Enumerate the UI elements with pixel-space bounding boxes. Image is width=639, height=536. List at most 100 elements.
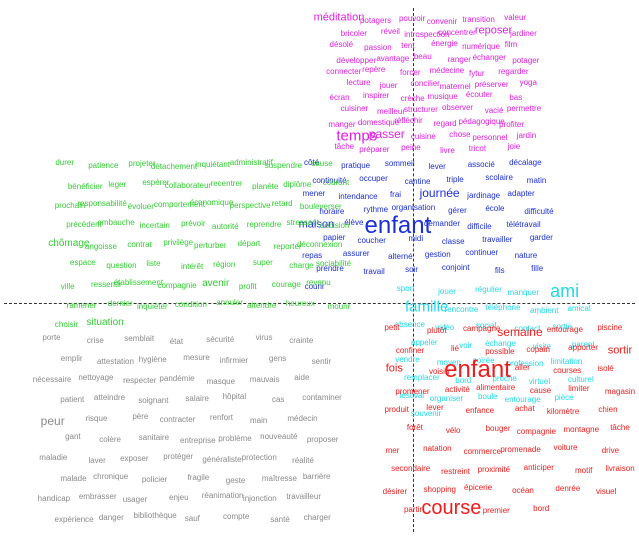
word-blue-48: courir [304, 281, 325, 291]
word-cyan-16: voir [459, 340, 473, 350]
word-gray-61: injonction [242, 494, 277, 504]
word-magenta-59: jardin [516, 130, 537, 140]
word-green-28: autorité [212, 222, 239, 231]
word-green-1: patience [88, 161, 119, 170]
word-gray-57: embrasser [78, 492, 117, 502]
word-magenta-45: observer [441, 103, 474, 113]
word-green-11: collaborateur [164, 181, 212, 190]
word-red-7: lié [450, 344, 459, 353]
word-red-25: lever [426, 403, 444, 412]
word-gray-1: crise [86, 335, 104, 345]
word-blue-45: conjoint [441, 262, 470, 272]
word-cyan-34: pièce [554, 393, 574, 403]
word-cyan-24: limitation [550, 357, 583, 367]
word-gray-64: danger [98, 513, 124, 523]
word-gray-35: gant [65, 431, 81, 441]
word-gray-53: geste [225, 475, 246, 485]
word-blue-19: rythme [363, 205, 389, 215]
word-magenta-2: pouvoir [398, 14, 426, 24]
word-magenta-63: livre [440, 145, 455, 155]
word-red-52: denrée [555, 484, 581, 493]
word-green-64: choisir [54, 320, 79, 329]
word-gray-36: colère [99, 434, 121, 444]
word-red-11: sortir [607, 344, 633, 357]
word-red-46: motif [575, 466, 593, 475]
word-green-3: détachement [150, 162, 198, 171]
word-red-37: natation [423, 444, 452, 453]
word-red-19: activité [444, 385, 470, 394]
word-magenta-15: énergie [431, 39, 458, 49]
word-magenta-31: jouer [379, 80, 398, 90]
word-cyan-14: sortie [552, 321, 573, 331]
word-magenta-61: préparer [359, 144, 390, 154]
word-green-26: incertain [139, 221, 170, 230]
word-red-15: aller [514, 363, 530, 372]
word-blue-39: gestion [424, 249, 451, 259]
word-green-18: évoluer [127, 202, 154, 211]
word-red-4: entourage [546, 325, 583, 334]
word-blue-31: coucher [357, 235, 386, 245]
word-magenta-8: introspection [404, 30, 450, 40]
word-blue-35: garder [529, 232, 553, 242]
word-blue-25: élève [344, 218, 364, 227]
word-green-36: perturber [194, 241, 227, 250]
word-cyan-21: moyen [436, 358, 461, 368]
word-green-57: dernier [107, 299, 133, 308]
word-red-20: alimentaire [476, 383, 516, 392]
word-cyan-35: souvenir [410, 409, 442, 419]
word-red-2: campagne [462, 324, 501, 333]
word-gray-55: barrière [302, 471, 331, 481]
word-green-12: recentrer [210, 179, 243, 188]
word-blue-11: matin [526, 176, 547, 186]
word-blue-8: cantine [404, 177, 431, 187]
word-cyan-20: vendre [395, 355, 420, 365]
word-magenta-37: inspirer [363, 91, 390, 101]
word-gray-6: crainte [289, 335, 314, 345]
word-red-44: proximité [477, 465, 511, 474]
word-magenta-23: potager [512, 55, 540, 65]
word-green-19: comportement [153, 200, 206, 209]
word-blue-28: difficile [467, 222, 492, 231]
word-green-49: ressentir [90, 280, 122, 289]
word-gray-18: masque [206, 376, 236, 386]
word-gray-44: exposer [120, 453, 149, 463]
word-gray-68: santé [270, 515, 290, 525]
word-green-7: cause [311, 159, 333, 168]
word-cyan-12: social [475, 320, 497, 330]
word-green-22: retard [271, 199, 293, 208]
word-green-2: projeter [128, 159, 156, 168]
word-red-21: cause [529, 386, 552, 395]
word-green-31: décision [320, 221, 350, 230]
word-blue-26: enfant [364, 212, 432, 239]
word-magenta-9: concentrer [438, 28, 476, 38]
word-magenta-49: domestique [357, 117, 400, 127]
word-cyan-3: manquer [507, 287, 540, 297]
word-green-65: situation [86, 317, 124, 328]
word-red-31: vélo [445, 426, 461, 435]
word-blue-14: frai [389, 190, 402, 200]
word-magenta-43: meilleur [376, 107, 405, 117]
word-green-29: reprendre [246, 220, 282, 229]
word-cyan-32: boule [478, 392, 498, 402]
word-gray-46: généraliste [202, 454, 242, 464]
word-magenta-47: permettre [506, 104, 542, 114]
word-blue-20: organisation [391, 203, 436, 213]
word-green-8: bénéficier [67, 182, 103, 191]
word-green-13: planète [252, 182, 279, 191]
word-magenta-26: forcer [400, 67, 421, 77]
word-magenta-35: yoga [519, 77, 537, 87]
word-red-55: course [421, 497, 482, 519]
word-gray-0: porte [42, 332, 61, 342]
word-red-1: plutôt [426, 326, 447, 335]
word-cyan-10: absence [394, 319, 425, 329]
word-red-32: bouger [485, 424, 511, 433]
word-red-22: limiter [568, 384, 590, 393]
word-gray-50: chronique [93, 471, 129, 481]
word-green-20: économique [189, 198, 234, 207]
word-magenta-41: bas [509, 93, 523, 103]
word-magenta-25: repère [362, 64, 386, 74]
word-magenta-5: valeur [504, 13, 527, 23]
word-gray-62: travailleur [286, 492, 321, 502]
word-gray-28: peur [40, 414, 65, 429]
word-green-6: suspendre [264, 161, 303, 170]
